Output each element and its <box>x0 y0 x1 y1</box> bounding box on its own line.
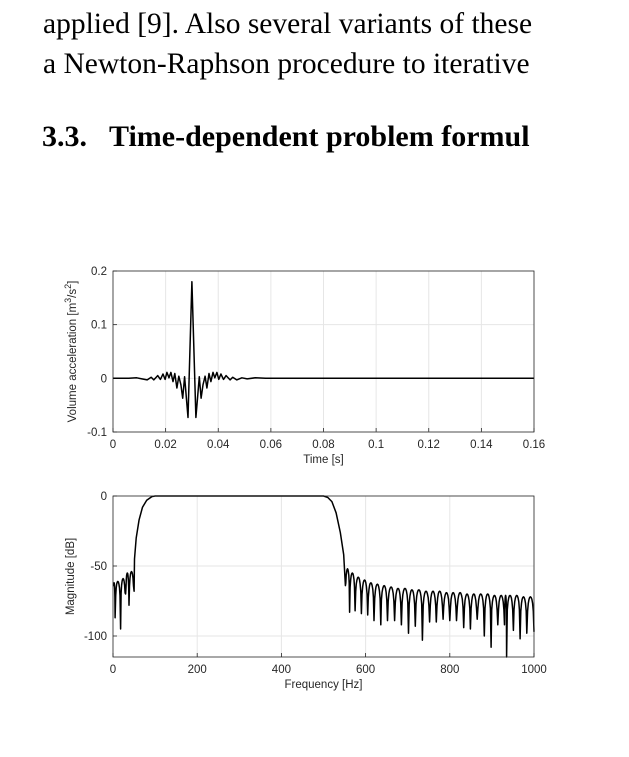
axes-box <box>112 270 535 433</box>
series-line <box>112 495 535 658</box>
y-tick-label: 0 <box>101 373 107 385</box>
x-tick-label: 800 <box>440 664 459 676</box>
x-tick-label: 0.08 <box>312 439 334 451</box>
body-text-line-2: a Newton-Raphson procedure to iterative <box>43 48 530 80</box>
x-tick-label: 1000 <box>521 664 547 676</box>
x-axis-label: Time [s] <box>303 454 343 466</box>
x-tick-label: 600 <box>356 664 375 676</box>
section-heading: 3.3. Time-dependent problem formul <box>42 120 530 154</box>
x-tick-label: 0 <box>110 664 116 676</box>
y-tick-label: 0 <box>101 491 107 503</box>
x-tick-label: 0.1 <box>368 439 384 451</box>
x-tick-label: 400 <box>272 664 291 676</box>
y-tick-label: -100 <box>84 631 107 643</box>
y-tick-label: 0.1 <box>91 320 107 332</box>
series-line <box>113 280 534 419</box>
body-text-line-1: applied [9]. Also several variants of th… <box>43 8 533 40</box>
y-axis-label: Volume acceleration [m3/s2] <box>63 281 79 423</box>
y-tick-label: 0.2 <box>91 266 107 278</box>
x-tick-label: 0.16 <box>523 439 545 451</box>
x-tick-label: 0.12 <box>418 439 440 451</box>
section-title: Time-dependent problem formul <box>109 120 530 153</box>
chart-2: 0 200 400 600 800 1000 -100 -50 0 Frequency [Hz] M… <box>65 491 547 691</box>
section-number: 3.3. <box>42 120 87 153</box>
x-tick-label: 0.06 <box>260 439 282 451</box>
x-tick-label: 200 <box>188 664 207 676</box>
axes-box <box>112 495 535 658</box>
chart-1: 0 0.02 0.04 0.06 0.08 0.1 0.12 0.14 0.16-0.100.1… <box>63 266 545 466</box>
y-tick-label: -0.1 <box>87 427 107 439</box>
x-tick-label: 0.04 <box>207 439 230 451</box>
plot-area <box>113 496 534 657</box>
y-axis-label: Magnitude [dB] <box>65 538 77 615</box>
y-tick-label: -50 <box>90 561 107 573</box>
x-tick-label: 0 <box>110 439 116 451</box>
x-tick-label: 0.14 <box>470 439 493 451</box>
x-tick-label: 0.02 <box>154 439 176 451</box>
x-axis-label: Frequency [Hz] <box>285 679 363 691</box>
